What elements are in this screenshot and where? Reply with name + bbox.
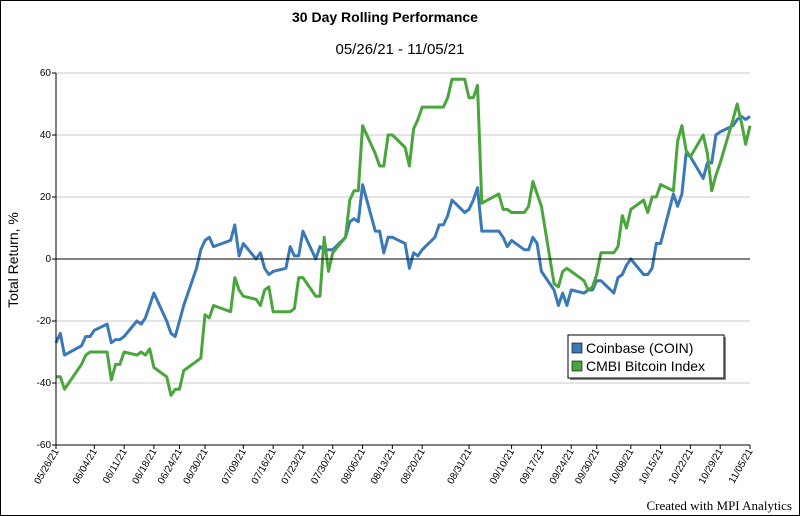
y-tick-label: -40 [37, 378, 52, 389]
y-tick-labels: -60 -40 -20 0 20 40 60 [37, 68, 52, 451]
series-group [54, 77, 752, 397]
x-tick-label: 07/16/21 [250, 447, 279, 487]
legend-box [567, 334, 725, 379]
x-tick-label: 10/29/21 [697, 447, 726, 487]
series-line-cmbi-bitcoin-index [56, 77, 752, 397]
y-tick-label: 20 [40, 192, 52, 203]
x-tick-label: 06/30/21 [182, 447, 211, 487]
chart-subtitle: 05/26/21 - 11/05/21 [336, 41, 465, 58]
x-tick-label: 09/17/21 [518, 447, 547, 487]
legend-entry: CMBI Bitcoin Index [586, 358, 705, 374]
x-tick-label: 08/13/21 [369, 447, 398, 487]
x-tick-label: 06/04/21 [71, 447, 100, 487]
legend-swatch [571, 342, 583, 354]
axes [52, 72, 751, 449]
x-tick-label: 05/26/21 [33, 447, 62, 487]
y-axis-label: Total Return, % [5, 212, 21, 308]
x-tick-label: 10/08/21 [607, 447, 636, 487]
y-tick-label: -60 [37, 440, 52, 451]
credit-text: Created with MPI Analytics [646, 498, 792, 513]
legend-swatch [571, 360, 583, 372]
chart-title: 30 Day Rolling Performance [292, 9, 478, 25]
legend-entry: Coinbase (COIN) [586, 340, 693, 356]
y-tick-label: -20 [37, 316, 52, 327]
y-tick-label: 60 [40, 68, 52, 79]
x-tick-label: 09/10/21 [488, 447, 517, 487]
x-tick-label: 08/31/21 [446, 447, 475, 487]
x-tick-label: 07/09/21 [220, 447, 249, 487]
x-tick-labels: 05/26/21 06/04/21 06/11/21 06/18/2106/24/21… [33, 447, 756, 487]
x-tick-label: 07/23/21 [280, 447, 309, 487]
x-tick-label: 10/22/21 [667, 447, 696, 487]
series-line-coinbase [54, 114, 751, 357]
x-tick-label: 07/30/21 [309, 447, 338, 487]
legend: Coinbase (COIN) CMBI Bitcoin Index [567, 334, 726, 380]
x-tick-label: 08/20/21 [399, 447, 428, 487]
x-tick-label: 06/11/21 [101, 447, 130, 486]
y-tick-label: 0 [45, 254, 51, 265]
x-tick-label: 08/06/21 [339, 447, 368, 487]
x-tick-label: 11/05/21 [727, 447, 756, 486]
y-tick-label: 40 [40, 130, 52, 141]
x-tick-label: 10/15/21 [637, 447, 666, 487]
x-tick-label: 09/30/21 [573, 447, 602, 487]
